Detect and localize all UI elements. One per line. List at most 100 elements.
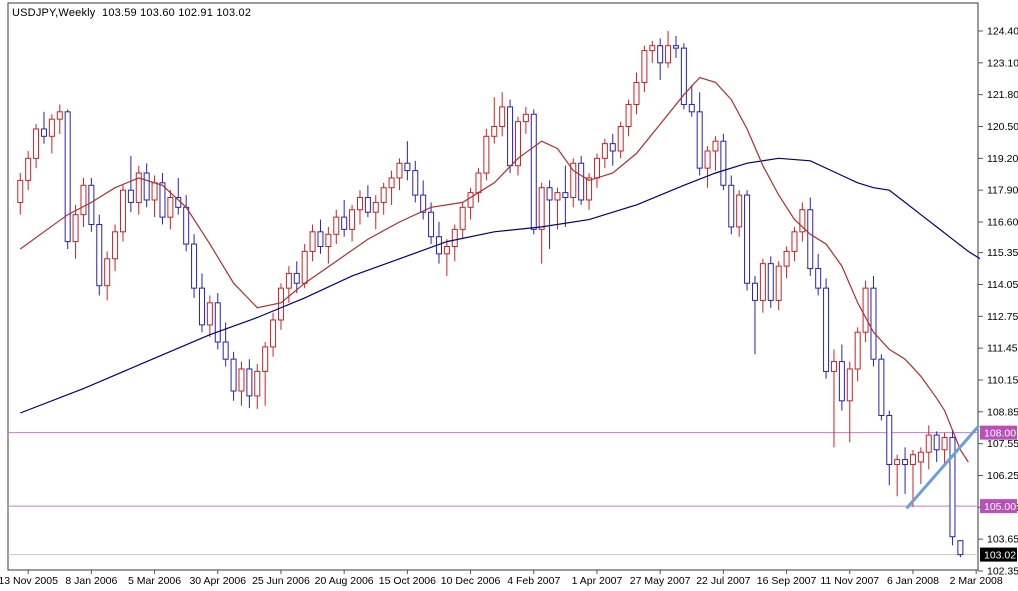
candle-bear xyxy=(191,243,198,289)
candle-bull xyxy=(48,118,55,137)
candle-bull xyxy=(499,106,506,128)
candle-bull xyxy=(396,162,403,179)
y-tick-label: 120.50 xyxy=(987,121,1018,133)
candle-bear xyxy=(728,184,735,228)
candle-bull xyxy=(483,135,490,174)
y-tick-label: 110.15 xyxy=(987,374,1018,386)
candle-bull xyxy=(309,231,316,252)
candle-bull xyxy=(135,172,142,203)
y-tick-label: 116.60 xyxy=(987,217,1018,229)
candle-bull xyxy=(25,157,32,181)
candle-bear xyxy=(198,287,205,326)
candle-bull xyxy=(854,331,861,370)
candle-bear xyxy=(183,206,190,245)
candle-bull xyxy=(759,263,766,301)
candle-bear xyxy=(672,45,679,49)
candle-bear xyxy=(546,187,553,201)
candle-bull xyxy=(262,346,269,372)
x-tick-label: 1 Apr 2007 xyxy=(572,575,623,587)
candle-bull xyxy=(301,250,308,284)
candle-bull xyxy=(17,179,24,203)
candle-bull xyxy=(475,172,482,194)
candle-bull xyxy=(56,111,63,120)
candle-bull xyxy=(112,231,119,260)
candle-bull xyxy=(799,209,806,233)
candle-bull xyxy=(665,45,672,64)
candle-bull xyxy=(491,126,498,137)
candle-bear xyxy=(246,368,253,397)
y-tick-label: 106.25 xyxy=(987,470,1018,482)
candle-bull xyxy=(514,121,521,167)
hline-price-label xyxy=(980,425,1017,440)
y-tick-label: 114.05 xyxy=(987,279,1018,291)
candle-bear xyxy=(870,287,877,360)
x-tick-label: 13 Nov 2005 xyxy=(0,575,58,587)
candle-bull xyxy=(736,194,743,228)
y-tick-label: 117.90 xyxy=(987,185,1018,197)
candle-bull xyxy=(925,434,932,453)
candle-bull xyxy=(459,206,466,230)
ma-fast-line xyxy=(19,76,969,463)
candle-bear xyxy=(949,437,956,538)
x-tick-label: 8 Jan 2006 xyxy=(65,575,117,587)
candle-bear xyxy=(412,170,419,196)
candle-bull xyxy=(467,192,474,208)
candle-bull xyxy=(522,113,529,123)
candle-bull xyxy=(33,128,40,159)
candle-bear xyxy=(214,302,221,343)
hline-price-label xyxy=(980,499,1017,514)
candle-bull xyxy=(704,150,711,169)
x-tick-label: 20 Aug 2006 xyxy=(315,575,374,587)
y-tick-label: 115.35 xyxy=(987,247,1018,259)
y-tick-label: 102.35 xyxy=(987,566,1018,578)
ma-slow-line xyxy=(20,157,981,414)
candle-bear xyxy=(507,106,514,167)
candle-bull xyxy=(80,184,87,216)
candle-bear xyxy=(823,287,830,372)
candle-bull xyxy=(333,216,340,235)
candle-bull xyxy=(388,177,395,189)
candle-bear xyxy=(751,282,758,301)
candle-bull xyxy=(593,157,600,179)
plot-border xyxy=(7,2,979,571)
candle-bull xyxy=(325,233,332,248)
candle-bear xyxy=(230,358,237,392)
candle-bull xyxy=(254,370,261,397)
candle-bear xyxy=(578,162,585,201)
candle-bull xyxy=(641,50,648,83)
candle-bull xyxy=(372,201,379,213)
candle-bull xyxy=(554,192,561,201)
candle-bull xyxy=(775,265,782,301)
y-tick-label: 112.75 xyxy=(987,311,1018,323)
candle-bull xyxy=(862,287,869,333)
candle-bull xyxy=(380,187,387,203)
x-tick-label: 2 Mar 2008 xyxy=(950,575,1003,587)
current-price-label xyxy=(980,547,1017,562)
x-tick-label: 25 Jun 2006 xyxy=(252,575,310,587)
candle-bull xyxy=(443,246,450,255)
candle-bear xyxy=(127,189,134,203)
trendline[interactable] xyxy=(905,425,980,509)
candle-bear xyxy=(40,128,47,137)
candle-bull xyxy=(206,302,213,326)
candle-bull xyxy=(633,81,640,105)
y-tick-label: 103.65 xyxy=(987,534,1018,546)
candle-bull xyxy=(451,228,458,248)
candle-bear xyxy=(64,111,71,243)
candle-bear xyxy=(96,223,103,287)
y-tick-label: 107.55 xyxy=(987,438,1018,450)
candle-bear xyxy=(609,143,616,152)
candle-bear xyxy=(815,268,822,289)
candle-bear xyxy=(317,231,324,248)
x-tick-label: 6 Jan 2008 xyxy=(887,575,939,587)
x-tick-label: 15 Oct 2006 xyxy=(379,575,436,587)
candle-bear xyxy=(404,162,411,172)
candle-bear xyxy=(420,194,427,213)
y-tick-label: 123.10 xyxy=(987,57,1018,69)
candle-bear xyxy=(159,182,166,218)
candle-bear xyxy=(744,194,751,284)
price-label-text: 103.02 xyxy=(984,550,1016,562)
candle-bull xyxy=(712,140,719,152)
